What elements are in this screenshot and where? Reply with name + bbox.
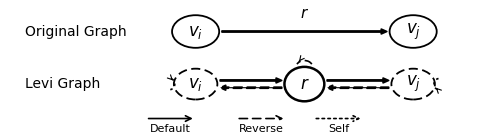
Ellipse shape <box>390 15 436 48</box>
Text: Original Graph: Original Graph <box>25 25 127 38</box>
Text: $r$: $r$ <box>300 75 309 93</box>
Ellipse shape <box>172 15 219 48</box>
Text: $r$: $r$ <box>300 6 309 21</box>
FancyArrowPatch shape <box>220 78 282 83</box>
Text: $v_j$: $v_j$ <box>406 74 420 94</box>
Text: Self: Self <box>328 124 349 133</box>
Text: Levi Graph: Levi Graph <box>25 77 101 91</box>
Text: Reverse: Reverse <box>238 124 284 133</box>
Text: Default: Default <box>150 124 190 133</box>
FancyArrowPatch shape <box>222 29 387 34</box>
Text: $v_i$: $v_i$ <box>188 23 203 40</box>
FancyArrowPatch shape <box>327 78 388 83</box>
Text: $v_j$: $v_j$ <box>406 21 420 42</box>
Text: $v_i$: $v_i$ <box>188 75 203 93</box>
Ellipse shape <box>174 69 218 99</box>
FancyArrowPatch shape <box>220 85 282 90</box>
Ellipse shape <box>392 69 435 99</box>
FancyArrowPatch shape <box>327 85 388 90</box>
Ellipse shape <box>284 67 325 101</box>
